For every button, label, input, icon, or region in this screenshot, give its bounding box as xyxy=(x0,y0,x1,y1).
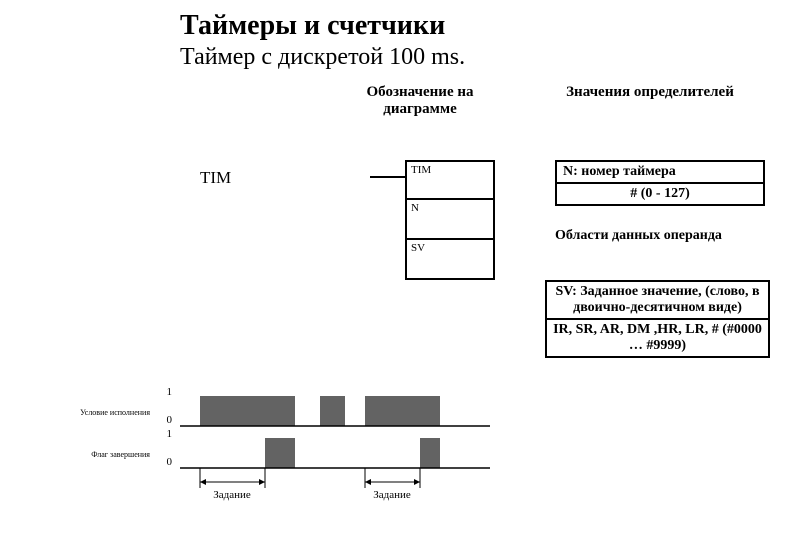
ladder-block: TIM N SV xyxy=(405,160,495,280)
n-definition-box: N: номер таймера # (0 - 127) xyxy=(555,160,765,206)
column-header-diagram: Обозначение на диаграмме xyxy=(340,84,500,118)
axis-value-0b: 0 xyxy=(160,456,172,468)
axis-value-0a: 0 xyxy=(160,414,172,426)
svg-text:Задание: Задание xyxy=(373,489,411,501)
timing-diagram: 1 0 1 0 Условие исполнения Флаг завершен… xyxy=(60,390,500,520)
ladder-input-line xyxy=(370,176,405,178)
ladder-cell-sv: SV xyxy=(405,240,495,280)
svg-text:Задание: Задание xyxy=(213,489,251,501)
n-box-title: N: номер таймера xyxy=(557,162,763,184)
operand-area-label: Области данных операнда xyxy=(555,228,722,244)
column-header-values: Значения определителей xyxy=(550,84,750,101)
tim-label: TIM xyxy=(200,168,231,188)
page-title: Таймеры и счетчики xyxy=(180,10,445,42)
axis-value-1a: 1 xyxy=(160,386,172,398)
ladder-cell-tim: TIM xyxy=(405,160,495,200)
timing-label-flag: Флаг завершения xyxy=(60,450,150,459)
sv-box-range: IR, SR, AR, DM ,HR, LR, # (#0000 … #9999… xyxy=(547,320,768,356)
ladder-cell-n: N xyxy=(405,200,495,240)
axis-value-1b: 1 xyxy=(160,428,172,440)
sv-definition-box: SV: Заданное значение, (слово, в двоично… xyxy=(545,280,770,358)
timing-label-condition: Условие исполнения xyxy=(60,408,150,417)
page-subtitle: Таймер с дискретой 100 ms. xyxy=(180,44,465,71)
sv-box-title: SV: Заданное значение, (слово, в двоично… xyxy=(547,282,768,320)
n-box-range: # (0 - 127) xyxy=(557,184,763,204)
